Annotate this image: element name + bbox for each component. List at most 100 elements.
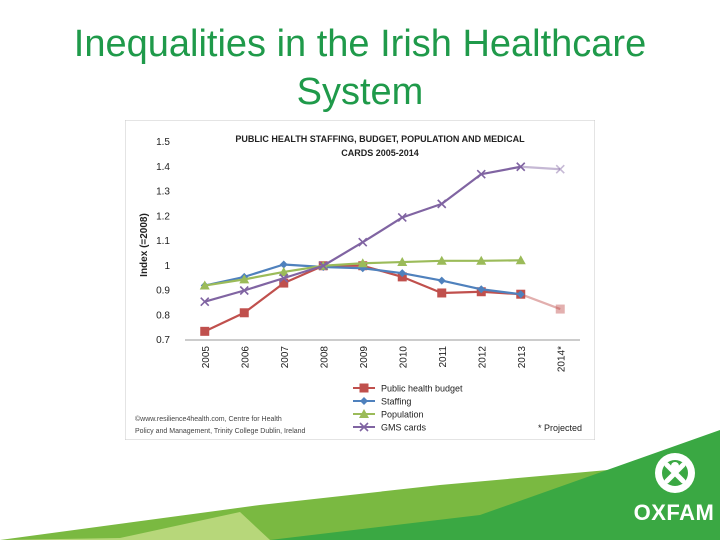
population-point (239, 274, 250, 284)
footer-lime-band (0, 460, 720, 540)
legend-item-gms-cards: GMS cards (353, 422, 427, 433)
gms-cards-point (397, 212, 407, 223)
staffing-point (477, 285, 486, 294)
source-note-line1: ©www.resilience4health.com, Centre for H… (135, 415, 282, 423)
staffing-point (398, 269, 407, 278)
staffing-line-segment (323, 265, 363, 270)
legend-swatch-marker (359, 409, 369, 418)
chart-frame: PUBLIC HEALTH STAFFING, BUDGET, POPULATI… (125, 120, 595, 440)
staffing-point (437, 276, 446, 285)
x-tick-label: 2010 (398, 346, 409, 369)
gms-cards-line-segment (243, 277, 285, 292)
gms-cards-line-segment (362, 216, 403, 244)
x-tick-label: 2014* (556, 346, 567, 372)
y-tick-label: 1.5 (156, 137, 170, 148)
oxfam-wordmark: OXFAM (633, 500, 715, 525)
population-point (278, 266, 289, 276)
oxfam-logo (640, 450, 710, 530)
staffing-line-segment (243, 263, 285, 278)
legend-swatch-marker (360, 397, 368, 405)
gms-cards-point (476, 169, 486, 179)
population-point (397, 257, 408, 267)
legend-label: Population (381, 410, 424, 420)
population-point (199, 280, 210, 290)
x-tick-label: 2008 (319, 346, 330, 369)
x-tick-label: 2013 (517, 346, 528, 369)
y-tick-label: 1 (164, 261, 170, 272)
x-tick-label: 2011 (438, 346, 449, 368)
chart-title-line1: PUBLIC HEALTH STAFFING, BUDGET, POPULATI… (235, 134, 525, 144)
x-tick-label: 2007 (280, 346, 291, 369)
public-health-budget-point (279, 278, 289, 288)
projection-note: * Projected (538, 423, 582, 433)
slide-title: Inequalities in the Irish Healthcare Sys… (73, 23, 647, 113)
oxfam-emblem-icon (655, 453, 695, 493)
gms-cards-line-segment (283, 264, 324, 280)
x-tick-labels: 2005 2006 2007 2008 2009 2010 2011 2012 2013 2014… (201, 346, 568, 373)
gms-cards-line-segment (520, 165, 561, 171)
staffing-line-segment (362, 267, 403, 275)
public-health-budget-line-segment (441, 290, 482, 295)
population-point (357, 258, 368, 268)
legend-item-staffing: Staffing (353, 397, 411, 407)
legend-swatch-marker (359, 383, 369, 393)
staffing-point (279, 260, 288, 269)
legend-swatch-marker (359, 422, 369, 432)
source-note-line2: Policy and Management, Trinity College D… (135, 428, 306, 435)
staffing-point (516, 290, 525, 299)
y-tick-label: 1.2 (156, 211, 170, 222)
gms-cards-point (358, 237, 368, 247)
gms-cards-point (279, 273, 289, 283)
public-health-budget-line-segment (520, 293, 561, 311)
population-point (515, 255, 526, 265)
public-health-budget-point (200, 326, 210, 336)
population-point (436, 255, 447, 265)
population-point (476, 255, 487, 265)
y-tick-label: 1.4 (156, 162, 170, 173)
population-line-segment (402, 259, 442, 264)
population-line-segment (323, 262, 363, 267)
legend-item-public-health-budget: Public health budget (353, 383, 463, 394)
gms-cards-line-segment (441, 173, 482, 205)
legend: Public health budget Staffing Population GM… (353, 383, 463, 433)
legend-label: Staffing (381, 397, 411, 407)
legend-item-population: Population (353, 409, 424, 420)
public-health-budget-line-segment (401, 275, 443, 294)
y-tick-label: 0.8 (156, 310, 170, 321)
public-health-budget-line-segment (243, 282, 285, 314)
chart-title-line2: CARDS 2005-2014 (341, 148, 419, 158)
population-line-segment (362, 260, 403, 265)
y-tick-labels: 1.5 1.4 1.3 1.2 1.1 1 0.9 0.8 0.7 (156, 137, 170, 346)
public-health-budget-point (555, 304, 565, 314)
gms-cards-point (318, 261, 328, 271)
staffing-line-segment (402, 272, 442, 282)
population-line-segment (244, 270, 284, 281)
population-line-segment (204, 278, 245, 287)
staffing-line-segment (481, 288, 521, 296)
gms-cards-point (437, 199, 447, 209)
footer-light-band (0, 512, 270, 540)
legend-label: Public health budget (381, 384, 463, 394)
y-axis-label: Index (=2008) (139, 213, 150, 277)
public-health-budget-line-segment (204, 311, 245, 333)
staffing-line-segment (441, 279, 482, 291)
x-tick-label: 2005 (201, 346, 212, 369)
gms-cards-line-segment (322, 241, 364, 267)
y-tick-label: 0.7 (156, 335, 170, 346)
x-tick-label: 2009 (359, 346, 370, 369)
line-chart: PUBLIC HEALTH STAFFING, BUDGET, POPULATI… (125, 120, 595, 440)
gms-cards-point (239, 285, 249, 296)
gms-cards-point (200, 297, 210, 307)
gms-cards-line-segment (204, 289, 245, 303)
x-tick-label: 2012 (477, 346, 488, 369)
public-health-budget-point (437, 288, 447, 298)
public-health-budget-point (239, 308, 249, 318)
y-tick-label: 1.3 (156, 187, 170, 198)
y-tick-label: 0.9 (156, 286, 170, 297)
gms-cards-line-segment (401, 202, 443, 219)
legend-label: GMS cards (381, 423, 427, 433)
series-gms-cards (200, 162, 565, 307)
series-layer (199, 162, 565, 336)
gms-cards-line-segment (481, 165, 521, 176)
y-tick-label: 1.1 (156, 236, 170, 247)
